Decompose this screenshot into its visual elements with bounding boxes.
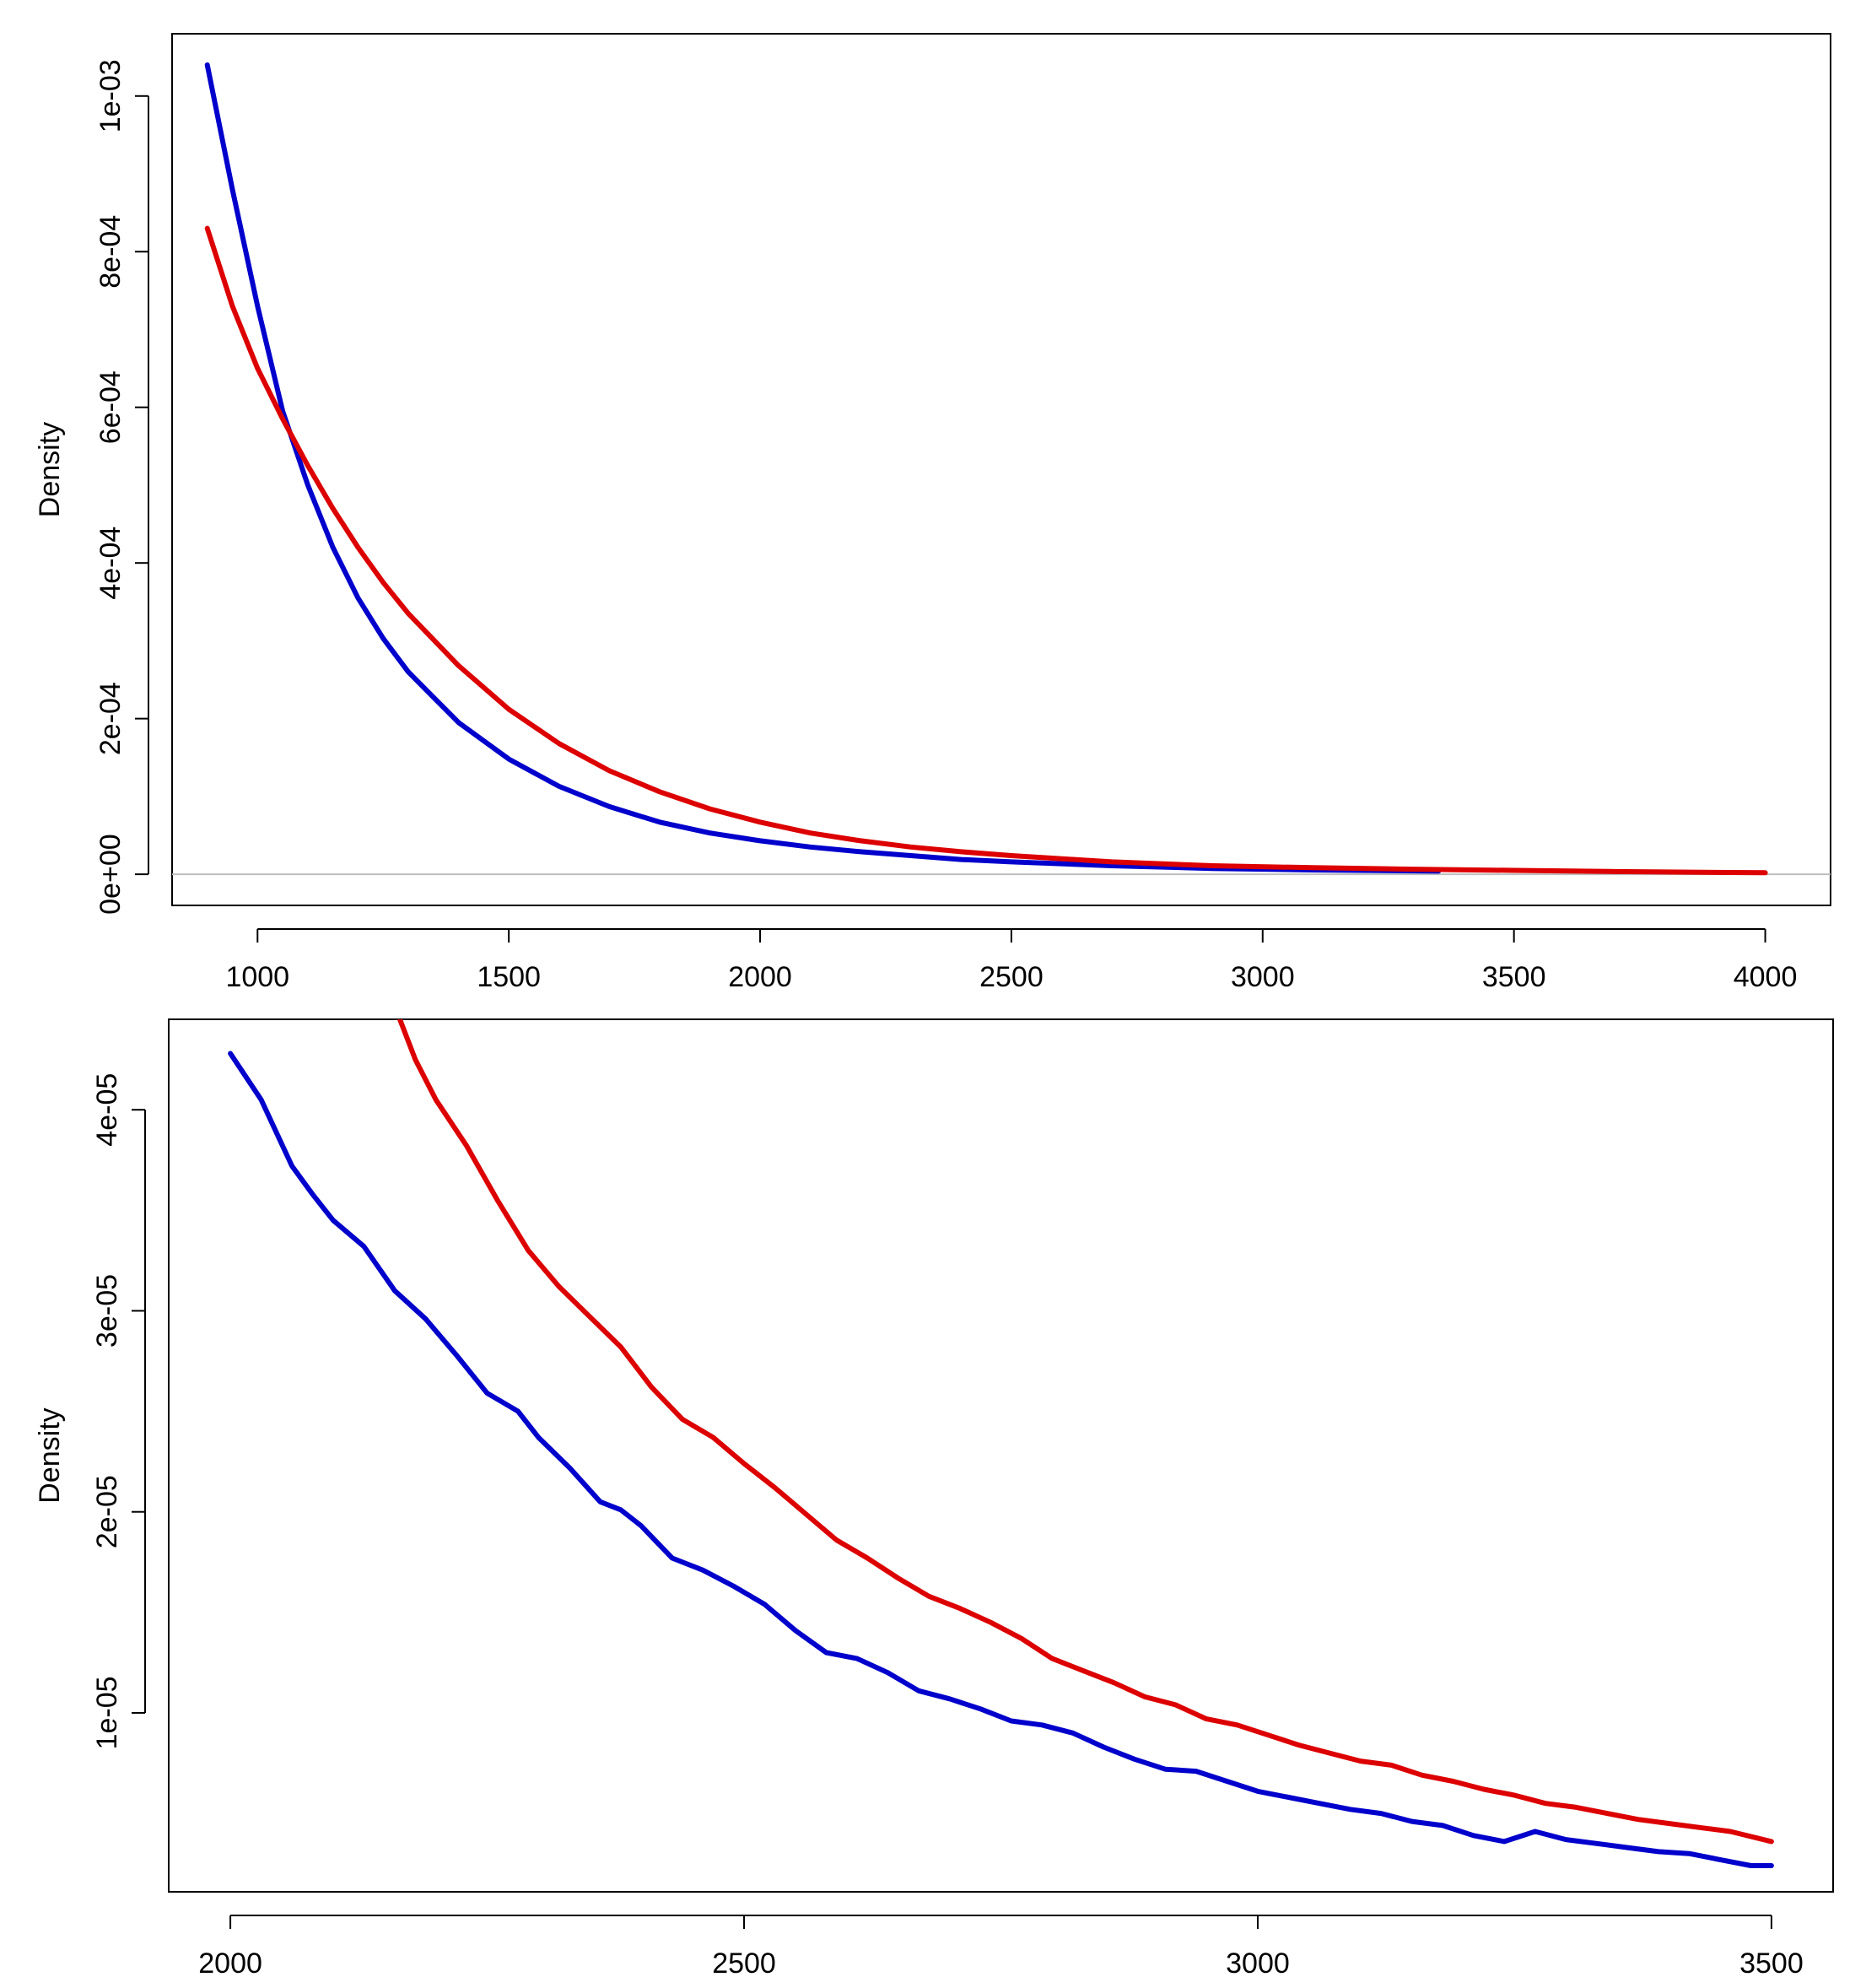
y-tick-label: 3e-05 (91, 1274, 123, 1348)
y-axis: 1e-05 2e-05 3e-05 4e-05 (91, 1073, 146, 1749)
density-chart-bottom: 2000 2500 3000 3500 1e-05 2e-05 3e-05 4e-05 Dens… (34, 1018, 1834, 1980)
x-tick-label: 4000 (1734, 961, 1798, 993)
x-tick-label: 2000 (728, 961, 792, 993)
y-axis-title: Density (34, 422, 66, 517)
x-axis: 1000 1500 2000 2500 3000 3500 4000 (225, 928, 1798, 993)
y-tick-label: 2e-04 (94, 682, 127, 755)
x-tick-label: 3500 (1482, 961, 1546, 993)
y-tick-label: 6e-04 (94, 370, 127, 444)
density-chart-top: 1000 1500 2000 2500 3000 3500 4000 0e+00 2e-04 4e… (34, 33, 1831, 993)
series-line-blue (228, 1051, 1774, 1868)
y-axis: 0e+00 2e-04 4e-04 6e-04 8e-04 1e-03 (94, 59, 149, 915)
x-tick-label: 1500 (477, 961, 541, 993)
x-tick-label: 1000 (225, 961, 289, 993)
y-tick-label: 2e-05 (91, 1475, 123, 1548)
series-line-blue (204, 62, 1442, 874)
y-axis-title: Density (34, 1407, 66, 1503)
y-tick-label: 4e-05 (91, 1073, 123, 1147)
x-axis: 2000 2500 3000 3500 (198, 1915, 1804, 1980)
y-tick-label: 0e+00 (94, 834, 127, 915)
x-tick-label: 3500 (1739, 1947, 1804, 1980)
x-tick-label: 3000 (1231, 961, 1295, 993)
series-line-red (204, 225, 1768, 876)
plot-frame (171, 33, 1831, 906)
y-tick-label: 4e-04 (94, 527, 127, 600)
y-tick-label: 8e-04 (94, 215, 127, 289)
x-tick-label: 3000 (1226, 1947, 1290, 1980)
y-tick-label: 1e-05 (91, 1676, 123, 1749)
x-tick-label: 2500 (712, 1947, 776, 1980)
x-tick-label: 2500 (979, 961, 1044, 993)
series-line-red (397, 1019, 1774, 1845)
x-tick-label: 2000 (198, 1947, 262, 1980)
y-tick-label: 1e-03 (94, 59, 127, 132)
plot-frame (168, 1018, 1834, 1893)
